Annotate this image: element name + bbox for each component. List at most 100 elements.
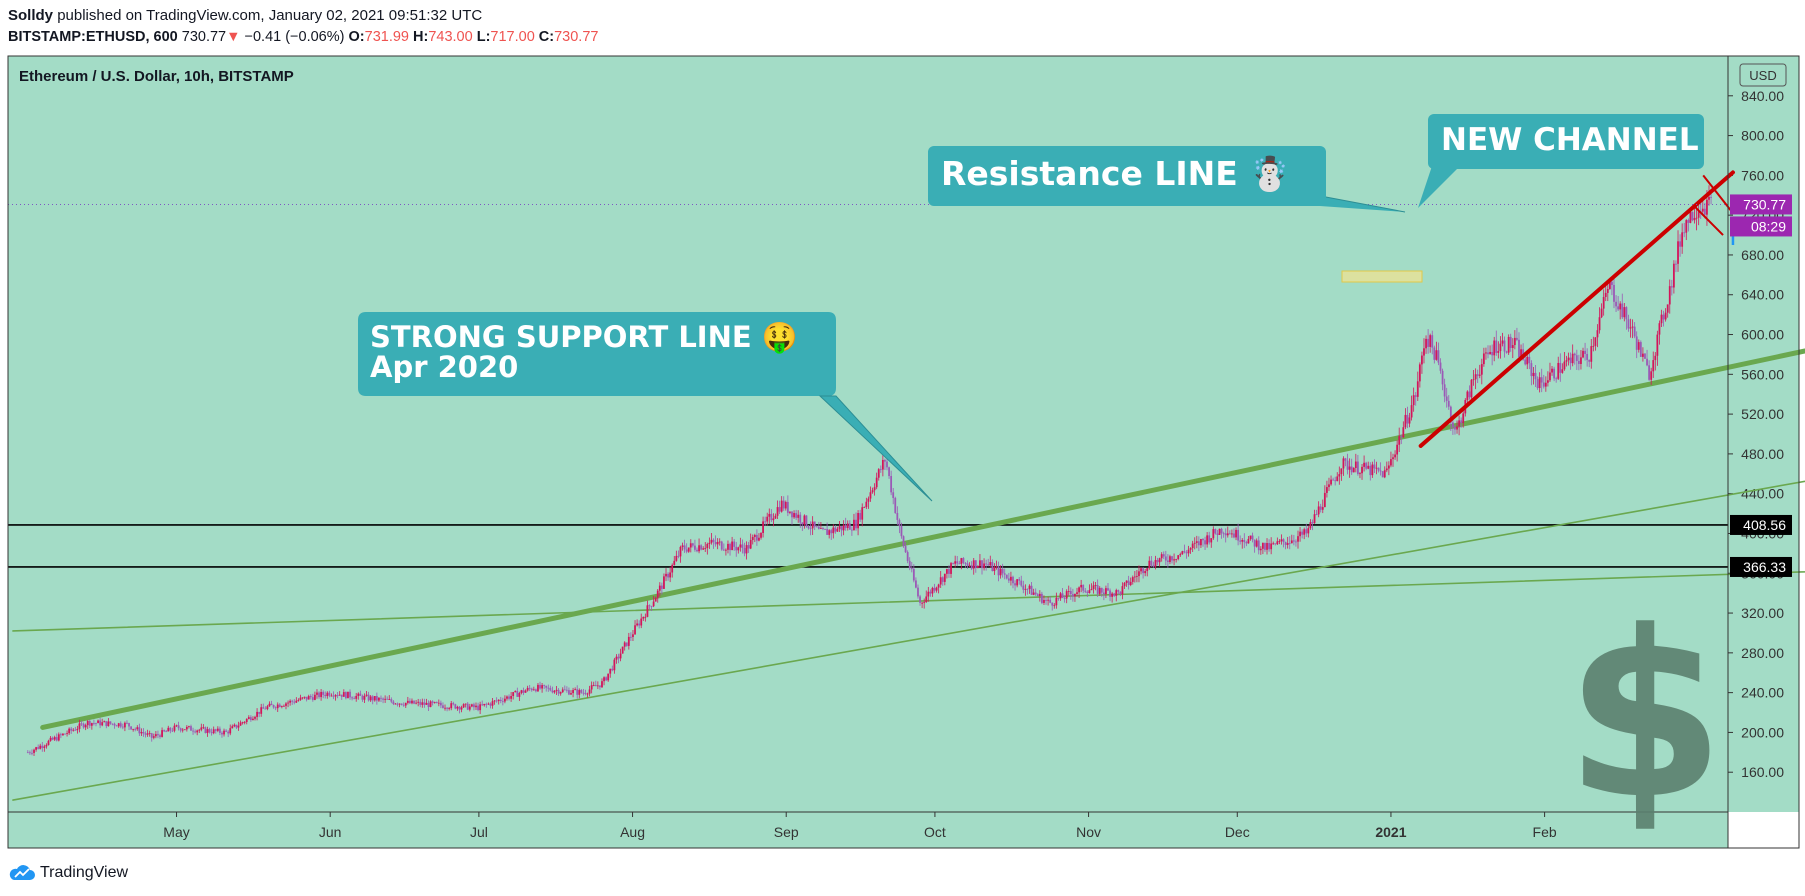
price-tags: 730.77 08:29 408.56 366.33 [1730, 194, 1792, 577]
candle-body [727, 543, 729, 550]
y-tick-label: 200.00 [1741, 724, 1784, 740]
candle-body [1136, 576, 1138, 577]
candle-body [103, 721, 106, 723]
price-axis[interactable] [1728, 56, 1799, 812]
candle-body [590, 685, 593, 690]
candle-body [1030, 585, 1033, 595]
highlight-zone [1341, 270, 1423, 283]
candle-body [735, 546, 738, 551]
candle-body [1394, 454, 1396, 458]
candle-body [181, 729, 184, 731]
candle-body [113, 723, 116, 726]
candle-body [1228, 533, 1231, 535]
candle-body [202, 727, 205, 729]
candle-body [398, 703, 401, 705]
support-callout[interactable]: STRONG SUPPORT LINE 🤑 Apr 2020 [358, 312, 933, 502]
candle-body [861, 507, 864, 520]
candle-body [1032, 592, 1035, 595]
candle-body [371, 696, 374, 701]
candle-body [1022, 585, 1025, 590]
candle-body [1681, 232, 1684, 247]
resistance-callout[interactable]: Resistance LINE ☃️ [928, 146, 1406, 213]
candle-body [1454, 427, 1456, 430]
footer-brand[interactable]: TradingView [8, 864, 128, 882]
high-value: 743.00 [428, 29, 473, 45]
candle-body [454, 704, 457, 709]
candle-body [373, 696, 376, 701]
down-arrow-icon: ▼ [226, 29, 241, 45]
candle-body [499, 699, 502, 701]
candle-body [541, 685, 543, 689]
candle-body [1480, 364, 1483, 375]
candle-body [669, 572, 672, 578]
lower-support-trend-line[interactable] [12, 459, 1805, 801]
candle-body [834, 527, 837, 532]
candle-body [1445, 396, 1448, 401]
candle-body [1094, 585, 1097, 586]
candle-body [557, 689, 560, 694]
candle-body [1596, 330, 1599, 338]
candle-body [1284, 542, 1287, 545]
candle-body [1354, 461, 1357, 469]
candle-body [1261, 542, 1264, 549]
candle-body [840, 526, 843, 531]
candle-body [526, 687, 529, 691]
candle-body [1206, 535, 1209, 545]
candle-body [183, 729, 186, 731]
candle-body [86, 720, 89, 726]
candle-body [694, 545, 696, 550]
strong-support-trend-line[interactable] [40, 285, 1805, 730]
y-tick-label: 560.00 [1741, 366, 1784, 382]
long-flat-support-trend-line[interactable] [12, 567, 1805, 632]
candle-body [815, 526, 818, 528]
candle-body [26, 752, 29, 754]
candle-body [663, 576, 665, 589]
candle-body [1582, 350, 1584, 358]
candle-body [824, 529, 826, 530]
candle-body [619, 653, 622, 659]
candle-body [501, 700, 504, 702]
candle-body [1567, 357, 1570, 361]
candle-body [1658, 323, 1661, 335]
candle-body [355, 695, 358, 699]
candle-body [1499, 343, 1502, 352]
candle-body [559, 692, 562, 694]
candle-body [1041, 593, 1043, 603]
candle-body [49, 737, 52, 741]
candle-body [1007, 578, 1010, 581]
candle-body [1373, 464, 1376, 469]
candle-body [123, 722, 126, 728]
channel-line-lower[interactable] [1692, 204, 1724, 236]
currency-button[interactable]: USD [1739, 63, 1787, 87]
candle-body [1691, 212, 1694, 221]
candle-body [1516, 337, 1518, 340]
new-channel-callout[interactable]: NEW CHANNEL [1418, 114, 1704, 208]
candle-body [1528, 356, 1531, 364]
candle-body [252, 718, 254, 721]
resistance-trend-line[interactable] [1418, 170, 1735, 448]
candle-body [919, 596, 921, 603]
candle-body [1049, 599, 1052, 603]
candle-body [229, 728, 232, 734]
candle-body [539, 684, 541, 689]
candle-body [1584, 350, 1586, 354]
candle-body [625, 642, 628, 646]
candle-body [171, 730, 174, 732]
candle-body [551, 690, 554, 693]
candle-body [425, 702, 428, 705]
candle-body [1670, 286, 1673, 288]
candle-body [791, 511, 793, 518]
candle-body [359, 693, 362, 696]
y-tick-label: 440.00 [1741, 486, 1784, 502]
candle-body [260, 707, 263, 714]
candle-body [1065, 591, 1068, 599]
candle-body [974, 560, 977, 568]
time-axis[interactable] [8, 812, 1728, 848]
candle-body [140, 732, 143, 734]
author-name[interactable]: Solldy [8, 7, 54, 24]
candle-body [481, 704, 484, 706]
candle-body [55, 737, 58, 741]
candle-body [254, 716, 256, 719]
candle-body [435, 702, 438, 703]
